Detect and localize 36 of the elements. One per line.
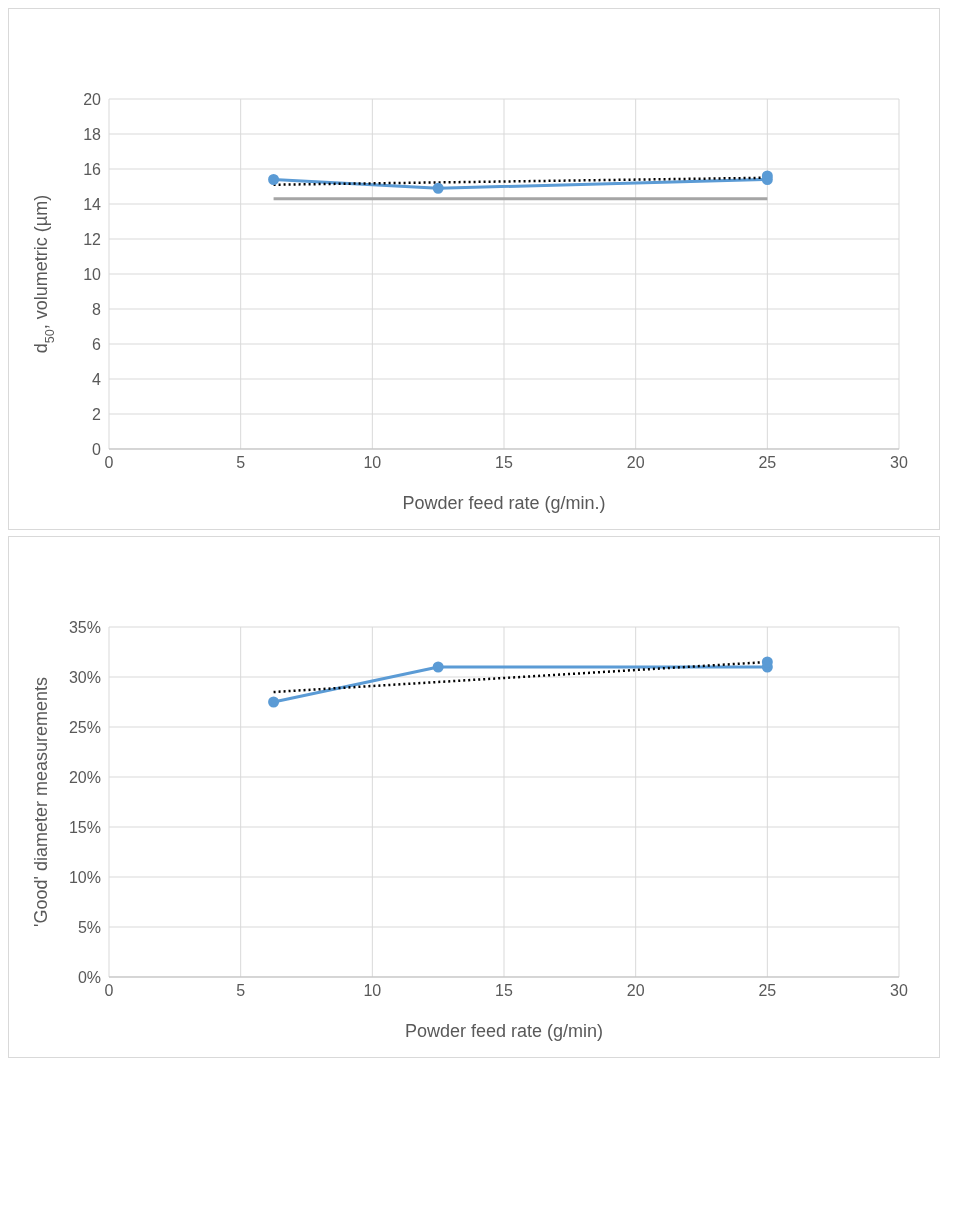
x-tick-label: 5 xyxy=(236,982,246,1000)
y-tick-label: 12 xyxy=(83,230,102,248)
y-tick-label: 10 xyxy=(83,265,102,283)
y-tick-label: 5% xyxy=(77,918,101,936)
x-tick-label: 5 xyxy=(236,454,246,472)
x-axis-title: Powder feed rate (g/min.) xyxy=(402,493,606,513)
y-tick-label: 8 xyxy=(92,300,102,318)
y-tick-label: 30% xyxy=(68,668,101,686)
y-tick-label: 18 xyxy=(83,125,102,143)
x-axis-title: Powder feed rate (g/min) xyxy=(404,1021,604,1041)
x-tick-label: 20 xyxy=(626,982,645,1000)
x-tick-label: 15 xyxy=(495,454,513,472)
x-tick-label: 0 xyxy=(104,454,114,472)
y-tick-label: 6 xyxy=(92,335,102,353)
y-tick-label: 0 xyxy=(92,440,102,458)
y-tick-label: 20% xyxy=(68,768,101,786)
x-tick-label: 20 xyxy=(626,454,645,472)
x-tick-label: 30 xyxy=(890,454,908,472)
y-tick-label: 10% xyxy=(68,868,101,886)
y-tick-label: 16 xyxy=(83,160,102,178)
x-tick-label: 10 xyxy=(363,454,382,472)
y-tick-label: 14 xyxy=(83,195,102,213)
x-tick-label: 30 xyxy=(890,982,908,1000)
x-tick-label: 15 xyxy=(495,982,513,1000)
x-tick-label: 25 xyxy=(758,982,777,1000)
y-tick-label: 20 xyxy=(83,90,102,108)
x-tick-label: 10 xyxy=(363,982,382,1000)
x-tick-label: 0 xyxy=(104,982,114,1000)
x-tick-label: 25 xyxy=(758,454,777,472)
y-tick-label: 35% xyxy=(68,618,101,636)
y-axis-title: 'Good' diameter measurements xyxy=(31,677,51,927)
y-tick-label: 2 xyxy=(92,405,102,423)
y-tick-label: 4 xyxy=(92,370,102,388)
y-tick-label: 0% xyxy=(77,968,101,986)
y-tick-label: 15% xyxy=(68,818,101,836)
y-tick-label: 25% xyxy=(68,718,101,736)
